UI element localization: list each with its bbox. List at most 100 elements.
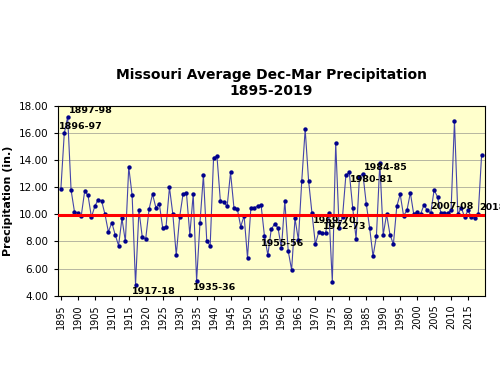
Point — [474, 211, 482, 218]
Point — [460, 214, 468, 220]
Point — [335, 225, 343, 231]
Text: 1980-81: 1980-81 — [350, 175, 394, 184]
Point — [57, 186, 65, 192]
Point — [74, 210, 82, 216]
Point — [166, 184, 173, 190]
Point — [390, 241, 398, 247]
Point — [396, 191, 404, 197]
Text: 1917-18: 1917-18 — [132, 287, 176, 296]
Point — [111, 232, 119, 238]
Point — [430, 187, 438, 193]
Text: 1984-85: 1984-85 — [364, 163, 408, 172]
Point — [230, 205, 238, 211]
Point — [454, 211, 462, 218]
Point — [457, 205, 465, 211]
Point — [176, 214, 184, 220]
Point — [101, 211, 109, 218]
Point — [257, 202, 265, 208]
Point — [342, 172, 350, 178]
Point — [450, 118, 458, 124]
Point — [352, 236, 360, 242]
Point — [196, 219, 204, 226]
Point — [369, 253, 377, 259]
Point — [158, 225, 166, 231]
Point — [260, 233, 268, 239]
Point — [356, 174, 364, 180]
Point — [288, 267, 296, 273]
Text: 1896-97: 1896-97 — [59, 122, 103, 131]
Point — [386, 232, 394, 238]
Point — [206, 243, 214, 249]
Point — [318, 230, 326, 236]
Point — [420, 202, 428, 208]
Point — [338, 214, 346, 220]
Point — [240, 213, 248, 219]
Point — [220, 199, 228, 205]
Point — [64, 114, 72, 120]
Point — [284, 248, 292, 254]
Point — [179, 191, 187, 197]
Point — [322, 230, 330, 236]
Point — [437, 210, 445, 216]
Point — [132, 282, 140, 288]
Point — [406, 190, 414, 196]
Point — [70, 209, 78, 215]
Point — [366, 225, 374, 231]
Point — [91, 203, 99, 209]
Point — [478, 152, 486, 158]
Point — [189, 191, 197, 197]
Point — [348, 205, 356, 211]
Point — [291, 215, 299, 221]
Point — [382, 211, 390, 218]
Point — [393, 203, 401, 209]
Point — [332, 139, 340, 146]
Point — [128, 193, 136, 199]
Point — [278, 245, 285, 251]
Point — [447, 207, 455, 213]
Point — [118, 215, 126, 221]
Point — [254, 203, 262, 209]
Point — [359, 171, 367, 177]
Point — [145, 206, 153, 212]
Point — [403, 207, 411, 213]
Point — [156, 200, 164, 207]
Point — [216, 198, 224, 204]
Point — [410, 211, 418, 218]
Point — [84, 193, 92, 199]
Point — [108, 219, 116, 226]
Point — [471, 215, 479, 221]
Point — [94, 196, 102, 202]
Point — [234, 206, 241, 212]
Point — [122, 238, 130, 244]
Point — [210, 155, 218, 161]
Point — [444, 210, 452, 216]
Point — [88, 214, 96, 220]
Point — [247, 205, 255, 211]
Point — [138, 234, 146, 240]
Point — [325, 210, 333, 216]
Point — [294, 237, 302, 243]
Point — [264, 252, 272, 258]
Point — [192, 278, 200, 284]
Point — [346, 169, 354, 175]
Point — [152, 205, 160, 211]
Point — [267, 226, 275, 232]
Point — [440, 210, 448, 216]
Y-axis label: Precipitation (in.): Precipitation (in.) — [4, 146, 14, 256]
Point — [169, 211, 177, 218]
Point — [298, 177, 306, 183]
Point — [172, 252, 180, 258]
Point — [114, 243, 122, 249]
Text: 2007-08: 2007-08 — [430, 202, 474, 211]
Point — [80, 188, 88, 194]
Point — [60, 130, 68, 136]
Point — [464, 207, 472, 213]
Point — [250, 205, 258, 211]
Point — [67, 187, 75, 193]
Point — [413, 209, 421, 215]
Point — [125, 164, 133, 170]
Point — [301, 126, 309, 132]
Point — [400, 213, 407, 219]
Point — [148, 191, 156, 197]
Point — [434, 194, 442, 200]
